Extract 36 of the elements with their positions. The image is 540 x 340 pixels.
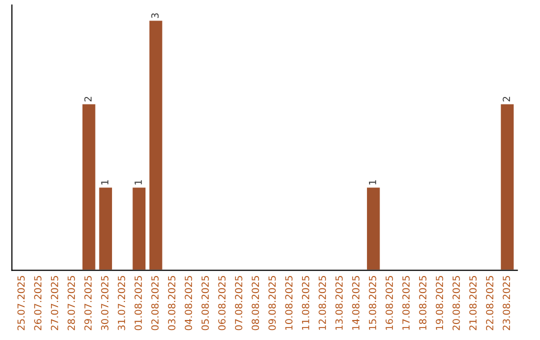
x-tick-label: 16.08.2025: [386, 276, 393, 330]
x-tick-label: 30.07.2025: [101, 276, 108, 330]
x-tick-label: 18.08.2025: [419, 276, 426, 330]
x-tick-label: 28.07.2025: [68, 276, 75, 330]
data-label: 1: [101, 180, 108, 184]
data-label: 3: [151, 13, 159, 18]
data-label: 1: [368, 180, 376, 184]
x-tick-label: 02.08.2025: [151, 276, 159, 330]
x-tick-label: 11.08.2025: [302, 276, 310, 330]
x-tick-label: 04.08.2025: [184, 276, 192, 330]
x-tick-label: 14.08.2025: [352, 276, 360, 330]
data-label: 2: [502, 96, 510, 102]
x-tick-label: 17.08.2025: [402, 276, 410, 330]
x-tick-label: 26.07.2025: [34, 276, 42, 330]
x-tick-label: 05.08.2025: [201, 276, 209, 330]
x-tick-label: 10.08.2025: [285, 276, 293, 330]
x-tick-label: 09.08.2025: [268, 276, 276, 330]
x-tick-label: 15.08.2025: [368, 276, 376, 330]
x-tick-label: 20.08.2025: [452, 276, 460, 330]
x-tick-label: 01.08.2025: [134, 276, 142, 330]
x-tick-label: 25.07.2025: [17, 276, 25, 330]
x-tick-label: 12.08.2025: [318, 276, 326, 330]
x-tick-label: 27.07.2025: [50, 276, 58, 330]
x-tick-label: 21.08.2025: [469, 276, 477, 330]
x-tick-label: 08.08.2025: [252, 276, 260, 330]
x-tick-label: 29.07.2025: [84, 276, 92, 330]
x-tick-label: 06.08.2025: [218, 276, 226, 330]
x-tick-label: 07.08.2025: [234, 276, 242, 330]
data-label: 1: [134, 180, 142, 184]
data-label: 2: [84, 96, 92, 102]
x-tick-label: 19.08.2025: [436, 276, 444, 330]
x-tick-label: 23.08.2025: [502, 276, 510, 330]
x-tick-label: 31.07.2025: [118, 276, 126, 330]
x-tick-label: 03.08.2025: [168, 276, 176, 330]
x-tick-label: 13.08.2025: [335, 276, 343, 330]
x-tick-label: 22.08.2025: [486, 276, 494, 330]
